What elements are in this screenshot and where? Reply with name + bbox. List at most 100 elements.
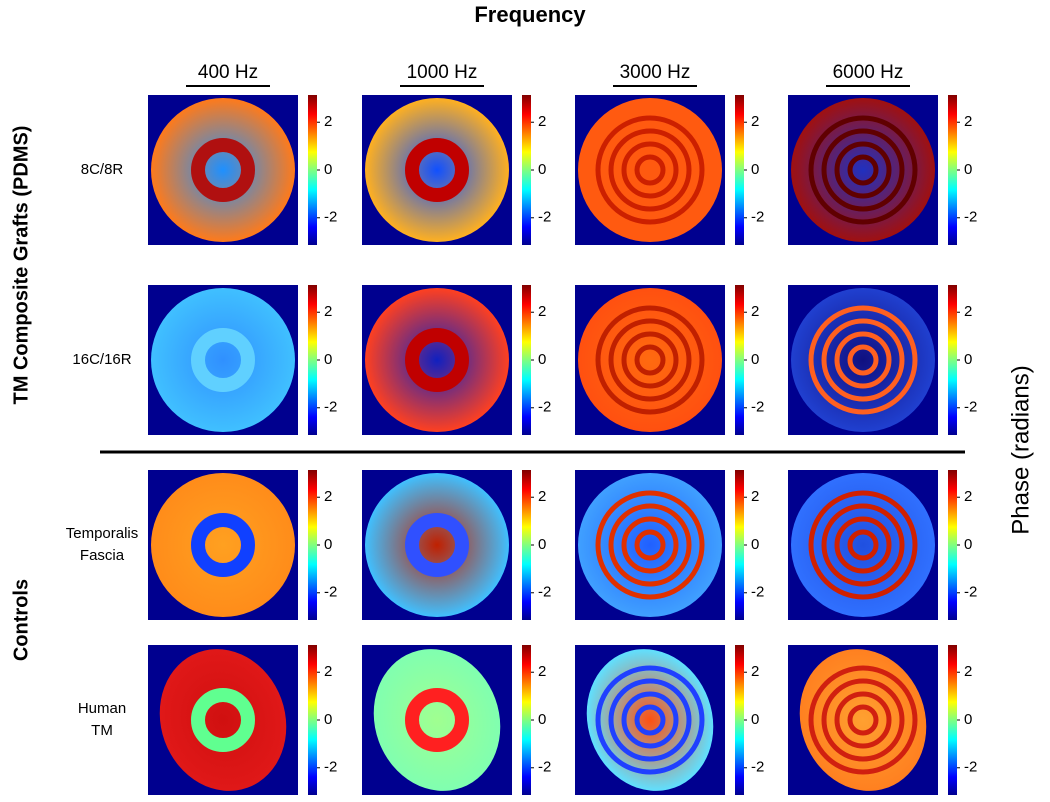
colorbar-tick-label: 0 xyxy=(964,536,972,553)
phase-map: 2 0 -2 xyxy=(362,470,551,620)
map-ring xyxy=(808,305,918,415)
colorbar-tick-label: 0 xyxy=(324,161,332,178)
colorbar-tick-label: -2 xyxy=(324,759,337,776)
map-ring xyxy=(595,665,705,775)
colorbar xyxy=(948,645,957,795)
colorbar xyxy=(522,95,531,245)
colorbar-tick-label: 2 xyxy=(751,488,759,505)
colorbar-tick-label: -2 xyxy=(751,209,764,226)
map-ring xyxy=(634,529,666,561)
colorbar-tick-label: 2 xyxy=(751,303,759,320)
map-ring xyxy=(191,328,255,392)
map-ring xyxy=(191,688,255,752)
colorbar-tick-label: 2 xyxy=(324,303,332,320)
colorbar-tick-label: 0 xyxy=(751,161,759,178)
map-disk xyxy=(365,473,509,617)
figure-title: Frequency xyxy=(474,2,586,27)
map-ring xyxy=(608,503,692,587)
map-disk xyxy=(365,288,509,432)
colorbar-tick-label: 0 xyxy=(324,711,332,728)
phase-map: 2 0 -2 xyxy=(362,285,551,435)
map-ring xyxy=(821,503,905,587)
map-disk xyxy=(586,649,714,791)
colorbar-tick-label: -2 xyxy=(964,759,977,776)
map-ring xyxy=(621,516,679,574)
map-ring xyxy=(821,678,905,762)
column-header: 400 Hz xyxy=(198,62,258,83)
colorbar-tick-label: 0 xyxy=(538,161,546,178)
colorbar-tick-label: 2 xyxy=(751,113,759,130)
row-label: Temporalis xyxy=(66,525,139,542)
map-ring xyxy=(191,513,255,577)
row-label: Human xyxy=(78,700,126,717)
colorbar-label: Phase (radians) xyxy=(1007,365,1034,534)
column-header: 3000 Hz xyxy=(620,62,691,83)
colorbar-tick-label: 2 xyxy=(324,488,332,505)
colorbar-tick-label: -2 xyxy=(324,399,337,416)
colorbar-tick-label: 2 xyxy=(751,663,759,680)
group-label: Controls xyxy=(10,579,32,661)
map-ring xyxy=(621,691,679,749)
map-ring xyxy=(621,141,679,199)
colorbar-tick-label: -2 xyxy=(324,584,337,601)
map-ring xyxy=(621,331,679,389)
map-ring xyxy=(634,704,666,736)
phase-map: 2 0 -2 xyxy=(148,470,337,620)
phase-map: 2 0 -2 xyxy=(575,645,764,795)
map-ring xyxy=(595,115,705,225)
colorbar xyxy=(948,95,957,245)
phase-map: 2 0 -2 xyxy=(788,95,977,245)
colorbar-tick-label: 0 xyxy=(324,536,332,553)
colorbar-tick-label: 2 xyxy=(964,303,972,320)
map-disk xyxy=(365,98,509,242)
column-header: 6000 Hz xyxy=(833,62,904,83)
colorbar-tick-label: 0 xyxy=(964,711,972,728)
map-ring xyxy=(847,344,879,376)
map-ring xyxy=(634,154,666,186)
map-ring xyxy=(834,516,892,574)
map-ring xyxy=(634,344,666,376)
colorbar-tick-label: -2 xyxy=(751,759,764,776)
colorbar-tick-label: -2 xyxy=(324,209,337,226)
colorbar-tick-label: 0 xyxy=(751,536,759,553)
phase-map: 2 0 -2 xyxy=(148,645,337,795)
colorbar-tick-label: -2 xyxy=(964,584,977,601)
colorbar xyxy=(522,470,531,620)
phase-map: 2 0 -2 xyxy=(148,285,337,435)
colorbar-tick-label: 2 xyxy=(964,488,972,505)
map-ring xyxy=(808,115,918,225)
map-ring xyxy=(821,318,905,402)
map-disk xyxy=(151,473,295,617)
colorbar xyxy=(522,645,531,795)
map-ring xyxy=(821,128,905,212)
colorbar-tick-label: 2 xyxy=(324,113,332,130)
colorbar xyxy=(735,95,744,245)
phase-map: 2 0 -2 xyxy=(362,95,551,245)
map-ring xyxy=(808,665,918,775)
phase-map: 2 0 -2 xyxy=(575,285,764,435)
map-ring xyxy=(834,331,892,389)
colorbar xyxy=(735,470,744,620)
phase-map: 2 0 -2 xyxy=(362,645,551,795)
map-disk xyxy=(151,288,295,432)
colorbar-tick-label: 2 xyxy=(538,303,546,320)
colorbar xyxy=(948,285,957,435)
column-header: 1000 Hz xyxy=(407,62,478,83)
map-disk xyxy=(151,98,295,242)
colorbar-tick-label: 2 xyxy=(538,488,546,505)
map-ring xyxy=(834,691,892,749)
colorbar-tick-label: 0 xyxy=(751,711,759,728)
phase-map: 2 0 -2 xyxy=(788,285,977,435)
map-ring xyxy=(405,138,469,202)
colorbar xyxy=(308,470,317,620)
map-ring xyxy=(847,529,879,561)
colorbar-tick-label: -2 xyxy=(751,399,764,416)
colorbar-tick-label: 0 xyxy=(964,351,972,368)
colorbar-tick-label: 2 xyxy=(324,663,332,680)
colorbar-tick-label: 0 xyxy=(751,351,759,368)
colorbar xyxy=(735,285,744,435)
colorbar-tick-label: -2 xyxy=(964,399,977,416)
map-ring xyxy=(608,678,692,762)
